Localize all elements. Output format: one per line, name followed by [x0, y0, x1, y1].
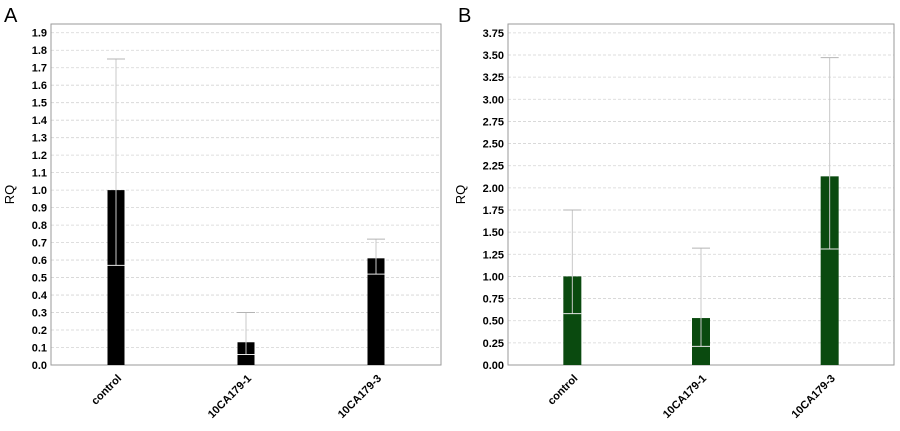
panel-a-y-tick-label: 0.3: [32, 308, 47, 320]
panel-b-y-tick-label: 2.25: [483, 161, 504, 173]
panel-a-y-tick-label: 0.0: [32, 360, 47, 372]
panel-b-y-tick-label: 2.50: [483, 139, 504, 151]
panel-b-y-tick-label: 0.25: [483, 338, 504, 350]
panel-a-x-tick-label: 10CA179-1: [206, 373, 254, 421]
panel-a-y-tick-label: 0.1: [32, 343, 47, 355]
panel-a-y-tick-label: 0.5: [32, 273, 47, 285]
panel-a-letter: A: [4, 5, 18, 27]
panel-b-bar-10ca179-3: [820, 176, 839, 365]
panel-a-y-tick-label: 1.3: [32, 133, 47, 145]
panel-b-bar-control: [563, 276, 582, 365]
panel-b-y-tick-label: 1.25: [483, 249, 504, 261]
panel-b-y-tick-label: 1.00: [483, 271, 504, 283]
panel-b-y-tick-label: 0.50: [483, 316, 504, 328]
panel-a-y-tick-label: 0.4: [32, 290, 48, 302]
panel-b-y-tick-label: 3.00: [483, 94, 504, 106]
panel-a-y-tick-label: 1.8: [32, 45, 47, 57]
panel-a-y-tick-label: 0.2: [32, 325, 47, 337]
panel-a-y-axis-label: RQ: [2, 185, 17, 205]
panel-b-y-tick-label: 3.75: [483, 28, 504, 40]
panel-a-y-tick-label: 0.9: [32, 203, 47, 215]
panel-a-y-tick-label: 1.0: [32, 185, 47, 197]
panel-a-y-tick-label: 1.2: [32, 150, 47, 162]
panel-a-y-tick-label: 0.7: [32, 238, 47, 250]
panel-b-y-axis-label: RQ: [453, 185, 468, 205]
panel-b-y-tick-label: 1.50: [483, 227, 504, 239]
panel-b-y-tick-label: 0.75: [483, 294, 504, 306]
panel-a-y-tick-label: 1.9: [32, 28, 47, 40]
panel-b-y-tick-label: 3.50: [483, 50, 504, 62]
panel-b-x-tick-label: 10CA179-1: [661, 373, 709, 421]
panel-b-x-tick-label: control: [546, 373, 581, 408]
panel-a-y-tick-label: 1.4: [32, 115, 48, 127]
panel-a-bar-10ca179-3: [367, 258, 385, 365]
panel-a-y-tick-label: 1.7: [32, 63, 47, 75]
panel-a-x-tick-label: control: [89, 373, 124, 408]
panel-b-y-tick-label: 3.25: [483, 72, 504, 84]
panel-a-y-tick-label: 0.6: [32, 255, 47, 267]
panel-b-x-tick-label: 10CA179-3: [790, 373, 838, 421]
panel-a-y-tick-label: 1.5: [32, 98, 47, 110]
panel-b-y-tick-label: 2.75: [483, 116, 504, 128]
panel-a-y-tick-label: 1.1: [32, 168, 47, 180]
panel-b-y-tick-label: 2.00: [483, 183, 504, 195]
panel-b-y-tick-label: 0.00: [483, 360, 504, 372]
panel-a-bar-control: [107, 190, 125, 365]
panel-b-letter: B: [458, 5, 471, 27]
panel-b-y-tick-label: 1.75: [483, 205, 504, 217]
panel-a-x-tick-label: 10CA179-3: [336, 373, 384, 421]
panel-a-y-tick-label: 1.6: [32, 80, 47, 92]
panel-a-y-tick-label: 0.8: [32, 220, 47, 232]
